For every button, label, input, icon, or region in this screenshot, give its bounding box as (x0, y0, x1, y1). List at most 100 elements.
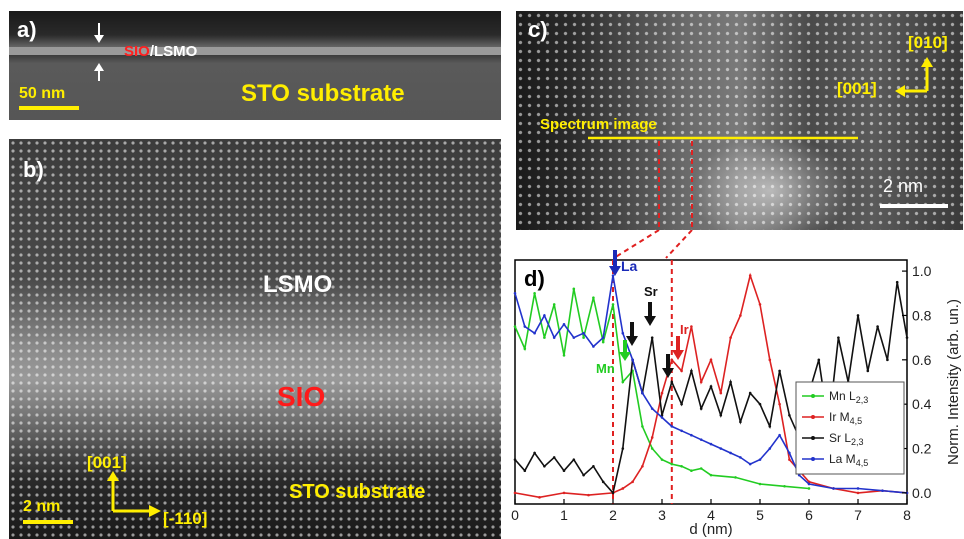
x-tick-label: 7 (854, 507, 862, 523)
data-point (895, 280, 899, 284)
data-point (739, 314, 742, 317)
data-point (611, 303, 615, 306)
mn-arrow-icon (619, 340, 631, 361)
legend-label: Mn L2,3 (829, 389, 868, 405)
data-point (660, 416, 664, 419)
x-tick-label: 6 (805, 507, 813, 523)
data-point (592, 296, 595, 300)
y-tick-label: 1.0 (912, 263, 932, 279)
data-point (729, 451, 732, 455)
data-point (572, 336, 576, 339)
ir-arrow-icon (672, 336, 684, 360)
axis-label-110-b: [-110] (163, 509, 208, 528)
data-point (905, 491, 909, 495)
data-point (699, 467, 703, 470)
data-point (758, 303, 762, 306)
data-point (513, 291, 517, 295)
data-point (729, 380, 732, 384)
data-point (690, 325, 693, 328)
data-point (562, 469, 566, 473)
x-tick-label: 3 (658, 507, 666, 523)
x-axis-label: d (nm) (689, 521, 732, 538)
data-point (729, 336, 732, 339)
data-point (758, 402, 762, 406)
data-point (641, 425, 644, 428)
spectrum-image-label: Spectrum image (540, 116, 657, 133)
data-point (709, 358, 713, 362)
data-point (778, 402, 781, 406)
data-point (650, 336, 654, 339)
scale-label-a: 50 nm (19, 85, 66, 102)
data-point (758, 482, 762, 486)
y-tick-label: 0.2 (912, 441, 932, 457)
data-point (905, 336, 909, 339)
data-point (650, 447, 654, 450)
data-point (543, 464, 546, 468)
data-point (611, 274, 615, 277)
x-tick-label: 5 (756, 507, 764, 523)
zoom-connector-lines (613, 230, 693, 259)
crystal-axes-b (107, 471, 161, 517)
data-point (748, 462, 752, 466)
axis-label-001-c: [001] (837, 79, 877, 98)
layer-label-sio-lsmo: SIO/LSMO (124, 43, 197, 60)
data-point (709, 473, 713, 477)
data-point (621, 331, 625, 335)
data-point (807, 487, 811, 490)
data-point (670, 358, 674, 362)
x-tick-label: 2 (609, 507, 617, 523)
data-point (650, 436, 654, 439)
y-tick-label: 0.0 (912, 485, 932, 501)
panel-a-label: a) (17, 17, 37, 42)
data-point (641, 391, 644, 395)
layer-label-lsmo-b: LSMO (263, 271, 333, 298)
y-tick-label: 0.8 (912, 307, 932, 323)
data-point (513, 458, 517, 461)
data-point (543, 336, 546, 339)
data-point (523, 469, 527, 473)
data-point (719, 447, 723, 450)
data-point (748, 391, 752, 395)
data-point (543, 314, 546, 317)
layer-label-lsmo: /LSMO (149, 43, 198, 60)
data-point (601, 336, 605, 339)
data-point (832, 487, 835, 490)
data-point (562, 323, 566, 326)
data-point (856, 491, 860, 495)
data-point (699, 407, 703, 410)
data-point (552, 336, 556, 339)
scale-bar-a (19, 106, 79, 110)
y-tick-label: 0.6 (912, 352, 932, 368)
data-point (523, 347, 527, 351)
x-tick-label: 1 (560, 507, 568, 523)
data-point (734, 476, 737, 479)
legend-label: La M4,5 (829, 452, 868, 468)
data-point (856, 314, 860, 317)
data-point (650, 407, 654, 410)
data-point (876, 325, 879, 328)
data-point (660, 458, 664, 461)
panel-d-chart: 0 1 2 3 4 5 6 7 80.0 0.2 0.4 0.6 0.8 1.0 d) La Sr Ir … (511, 230, 962, 538)
data-point (886, 358, 889, 362)
scale-label-b: 2 nm (23, 498, 61, 515)
data-point (748, 274, 752, 277)
data-point (562, 354, 566, 357)
legend-marker (811, 457, 815, 461)
data-point (709, 442, 713, 446)
data-point (817, 358, 821, 362)
panel-a-image: a) SIO/LSMO 50 nm STO substrate (9, 11, 501, 120)
panel-d-label: d) (524, 266, 545, 291)
data-point (788, 413, 791, 417)
data-point (621, 380, 625, 384)
data-point (641, 464, 644, 468)
data-point (533, 451, 536, 455)
data-point (807, 482, 811, 486)
data-point (680, 402, 683, 406)
y-tick-label: 0.4 (912, 396, 932, 412)
data-point (690, 469, 693, 473)
data-point (680, 369, 683, 373)
data-point (587, 493, 590, 497)
chart-legend: Mn L2,3 Ir M4,5 Sr L2,3 La M4,5 (795, 381, 905, 475)
data-point (690, 369, 693, 373)
legend-marker (811, 436, 815, 440)
